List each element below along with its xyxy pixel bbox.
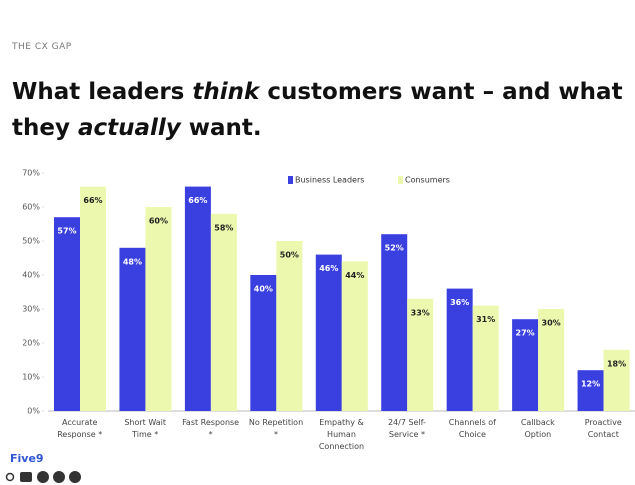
title-part: actually xyxy=(77,115,181,141)
bar xyxy=(210,213,237,411)
title: What leaders think customers want – and … xyxy=(12,74,623,146)
x-tick-label: Channels of Choice xyxy=(448,418,496,439)
y-tick-label: 40% xyxy=(22,271,40,280)
bar xyxy=(54,217,80,411)
legend-swatch xyxy=(398,176,403,184)
title-line: What leaders think customers want – and … xyxy=(12,74,623,110)
title-line: they actually want. xyxy=(12,110,623,146)
x-tick-label: Proactive Contact xyxy=(584,418,622,439)
value-label: 33% xyxy=(411,308,430,317)
y-tick-label: 50% xyxy=(22,237,40,246)
cc-icon[interactable] xyxy=(20,472,32,482)
bar xyxy=(315,254,342,411)
bar xyxy=(446,288,473,411)
y-tick-label: 70% xyxy=(22,169,40,178)
value-label: 50% xyxy=(280,251,299,260)
y-tick-label: 20% xyxy=(22,339,40,348)
bar xyxy=(407,298,434,411)
bar xyxy=(538,309,565,411)
bar xyxy=(381,234,408,411)
x-tick-label: Callback Option xyxy=(520,418,555,439)
value-label: 46% xyxy=(319,264,338,273)
title-part: think xyxy=(192,79,260,105)
logo: Five9 xyxy=(10,452,44,465)
x-tick-label: Accurate Response * xyxy=(57,418,103,439)
x-tick-label: Empathy & Human Connection xyxy=(318,418,365,451)
y-tick-label: 10% xyxy=(22,373,40,382)
value-label: 48% xyxy=(123,257,142,266)
value-label: 27% xyxy=(516,329,535,338)
value-label: 58% xyxy=(214,223,233,232)
value-label: 30% xyxy=(542,319,561,328)
value-label: 60% xyxy=(149,217,168,226)
icon[interactable] xyxy=(69,471,81,483)
value-label: 40% xyxy=(254,285,273,294)
y-tick-label: 0% xyxy=(27,407,40,416)
icon[interactable] xyxy=(37,471,49,483)
bar xyxy=(472,305,499,411)
bar xyxy=(145,207,172,411)
value-label: 12% xyxy=(581,380,600,389)
y-tick-label: 30% xyxy=(22,305,40,314)
legend-label: Business Leaders xyxy=(295,176,364,185)
value-label: 66% xyxy=(83,196,102,205)
legend-label: Consumers xyxy=(405,176,450,185)
bar xyxy=(250,275,277,411)
x-tick-label: Short Wait Time * xyxy=(124,418,166,439)
y-tick-label: 60% xyxy=(22,203,40,212)
icon[interactable] xyxy=(53,471,65,483)
bar xyxy=(512,319,539,411)
legend-swatch xyxy=(288,176,293,184)
value-label: 18% xyxy=(607,359,626,368)
bar xyxy=(119,247,146,411)
value-label: 57% xyxy=(57,227,76,236)
bar xyxy=(276,241,303,411)
value-label: 66% xyxy=(188,196,207,205)
bar xyxy=(341,261,368,411)
eyebrow: THE CX GAP xyxy=(12,42,72,52)
value-label: 36% xyxy=(450,298,469,307)
bar xyxy=(603,349,630,411)
value-label: 52% xyxy=(385,244,404,253)
bar xyxy=(184,186,211,411)
bar xyxy=(80,186,106,411)
x-tick-label: 24/7 Self-Service * xyxy=(387,418,426,439)
title-part: want. xyxy=(180,115,262,141)
title-part: customers want – and what xyxy=(259,79,623,105)
bar xyxy=(577,370,604,411)
value-label: 31% xyxy=(476,315,495,324)
x-tick-label: No Repetition * xyxy=(248,418,304,439)
title-part: What leaders xyxy=(12,79,193,105)
search-icon[interactable] xyxy=(5,472,15,482)
title-part: they xyxy=(12,115,78,141)
value-label: 44% xyxy=(345,271,364,280)
x-tick-label: Fast Response * xyxy=(182,418,240,439)
toolbar-icons xyxy=(5,471,81,483)
